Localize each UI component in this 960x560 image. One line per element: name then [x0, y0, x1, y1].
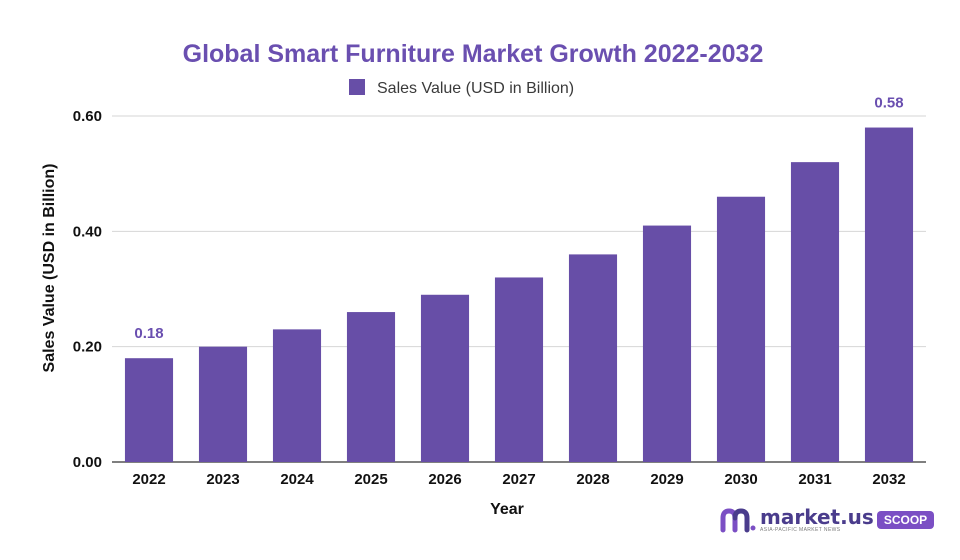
data-label-2032: 0.58 — [874, 95, 903, 112]
data-label-2022: 0.18 — [134, 325, 163, 342]
x-tick-label: 2030 — [724, 471, 757, 488]
x-tick-label: 2027 — [502, 471, 535, 488]
brand-tagline: ASIA-PACIFIC MARKET NEWS — [760, 526, 841, 533]
chart-title: Global Smart Furniture Market Growth 202… — [183, 40, 764, 68]
y-axis-ticks: 0.00 0.20 0.40 0.60 — [73, 108, 102, 471]
legend-label: Sales Value (USD in Billion) — [377, 80, 574, 97]
market-us-logo-icon — [720, 508, 756, 533]
y-tick-label: 0.40 — [73, 223, 102, 240]
brand-name: market.us — [760, 504, 874, 529]
legend-swatch — [349, 79, 365, 95]
x-tick-label: 2028 — [576, 471, 609, 488]
data-labels: 0.18 0.58 — [134, 95, 903, 343]
bar-2024 — [272, 329, 322, 462]
legend: Sales Value (USD in Billion) — [349, 79, 574, 97]
y-tick-label: 0.60 — [73, 108, 102, 125]
x-tick-label: 2031 — [798, 471, 831, 488]
bar-2032 — [864, 127, 914, 463]
bar-2030 — [716, 196, 766, 462]
x-tick-label: 2022 — [132, 471, 165, 488]
bar-2029 — [642, 225, 692, 462]
bar-2026 — [420, 294, 470, 462]
x-tick-label: 2025 — [354, 471, 387, 488]
bar-2022 — [124, 358, 174, 462]
bar-2023 — [198, 346, 248, 462]
y-tick-label: 0.20 — [73, 339, 102, 356]
bar-2027 — [494, 277, 544, 462]
bar-2028 — [568, 254, 618, 462]
y-tick-label: 0.00 — [73, 454, 102, 471]
brand-badge: SCOOP — [876, 511, 935, 529]
x-tick-label: 2026 — [428, 471, 461, 488]
x-axis-title: Year — [490, 501, 524, 518]
x-tick-label: 2032 — [872, 471, 905, 488]
x-tick-label: 2024 — [280, 471, 314, 488]
bar-2025 — [346, 312, 396, 462]
bar-2031 — [790, 162, 840, 462]
bars — [124, 127, 914, 463]
y-axis-title: Sales Value (USD in Billion) — [41, 164, 58, 373]
x-tick-label: 2029 — [650, 471, 683, 488]
brand-logo-group: market.us ASIA-PACIFIC MARKET NEWS SCOOP — [720, 504, 935, 536]
x-tick-label: 2023 — [206, 471, 239, 488]
x-axis-ticks: 2022 2023 2024 2025 2026 2027 2028 2029 2030 2031… — [132, 471, 905, 488]
